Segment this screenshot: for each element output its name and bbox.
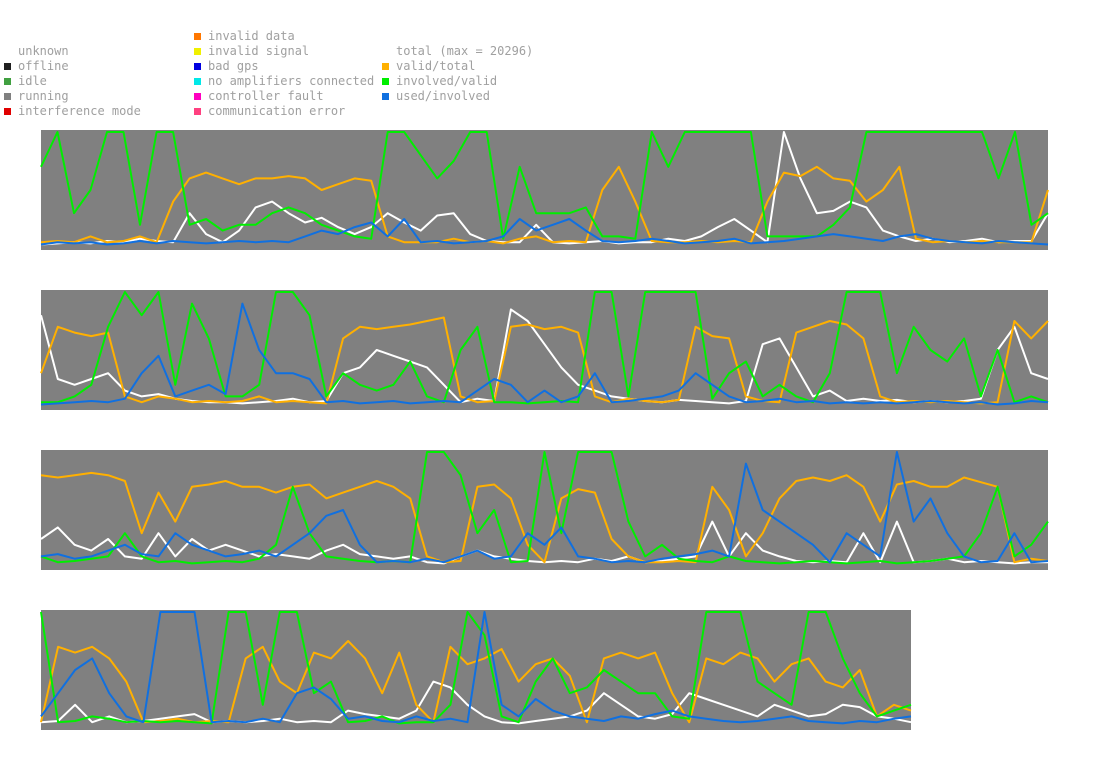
legend-item: involved/valid <box>382 74 533 89</box>
legend-label: valid/total <box>396 59 476 73</box>
series-line-total <box>40 131 1049 246</box>
legend-label: used/involved <box>396 89 490 103</box>
plot-panel-4 <box>40 610 912 730</box>
plot-panel-1 <box>40 130 1049 250</box>
legend-label: offline <box>18 59 69 73</box>
legend-swatch <box>194 93 201 100</box>
legend-item: total (max = 20296) <box>382 44 533 59</box>
legend-series-col: total (max = 20296) valid/total involved/v… <box>382 44 533 104</box>
legend-swatch <box>194 63 201 70</box>
legend-label: unknown <box>18 44 69 58</box>
plot-panel-2 <box>40 290 1049 410</box>
legend-label: controller fault <box>208 89 324 103</box>
legend-item: no amplifiers connected <box>194 74 374 89</box>
legend-swatch <box>194 78 201 85</box>
legend-item: interference mode <box>4 104 141 119</box>
series-line-used-involved <box>40 451 1049 564</box>
legend-swatch <box>194 33 201 40</box>
legend-label: invalid signal <box>208 44 310 58</box>
legend-swatch <box>4 108 11 115</box>
series-line-used-involved <box>40 218 1049 246</box>
legend-swatch <box>4 78 11 85</box>
series-line-valid-total <box>40 165 1049 245</box>
legend-item: controller fault <box>194 89 374 104</box>
series-line-valid-total <box>40 471 1049 564</box>
legend-item: communication error <box>194 104 374 119</box>
legend-swatch <box>4 93 11 100</box>
legend-label: running <box>18 89 69 103</box>
legend-label: invalid data <box>208 29 295 43</box>
series-line-involved-valid <box>40 131 1049 240</box>
legend-item: idle <box>4 74 141 89</box>
legend-item: bad gps <box>194 59 374 74</box>
legend-item: running <box>4 89 141 104</box>
legend-status-col2: invalid data invalid signal bad gps no ampl… <box>194 29 374 119</box>
legend-swatch <box>194 108 201 115</box>
plot-background <box>41 130 1048 250</box>
legend-swatch <box>382 93 389 100</box>
series-line-involved-valid <box>40 611 912 725</box>
legend-item: invalid signal <box>194 44 374 59</box>
legend-label: communication error <box>208 104 346 118</box>
legend-swatch <box>382 63 389 70</box>
plot-panel-3 <box>40 450 1049 570</box>
legend-label: interference mode <box>18 104 141 118</box>
legend-label: total (max = 20296) <box>396 44 534 58</box>
series-line-used-involved <box>40 611 912 725</box>
legend-label: bad gps <box>208 59 259 73</box>
series-line-used-involved <box>40 302 1049 406</box>
legend-item: valid/total <box>382 59 533 74</box>
legend-item: offline <box>4 59 141 74</box>
legend-label: involved/valid <box>396 74 498 88</box>
legend-label: no amplifiers connected <box>208 74 375 88</box>
legend-item: unknown <box>4 44 141 59</box>
series-line-total <box>40 680 912 725</box>
legend-label: idle <box>18 74 47 88</box>
series-line-involved-valid <box>40 451 1049 565</box>
legend-item: used/involved <box>382 89 533 104</box>
legend-swatch <box>194 48 201 55</box>
legend-swatch <box>382 78 389 85</box>
legend-swatch <box>4 63 11 70</box>
series-line-total <box>40 308 1049 405</box>
legend-status-col1: unknown offline idle running interference mo… <box>4 44 141 119</box>
series-line-involved-valid <box>41 291 1049 405</box>
plot-background <box>41 450 1048 570</box>
legend-item: invalid data <box>194 29 374 44</box>
series-line-valid-total <box>40 316 1049 405</box>
